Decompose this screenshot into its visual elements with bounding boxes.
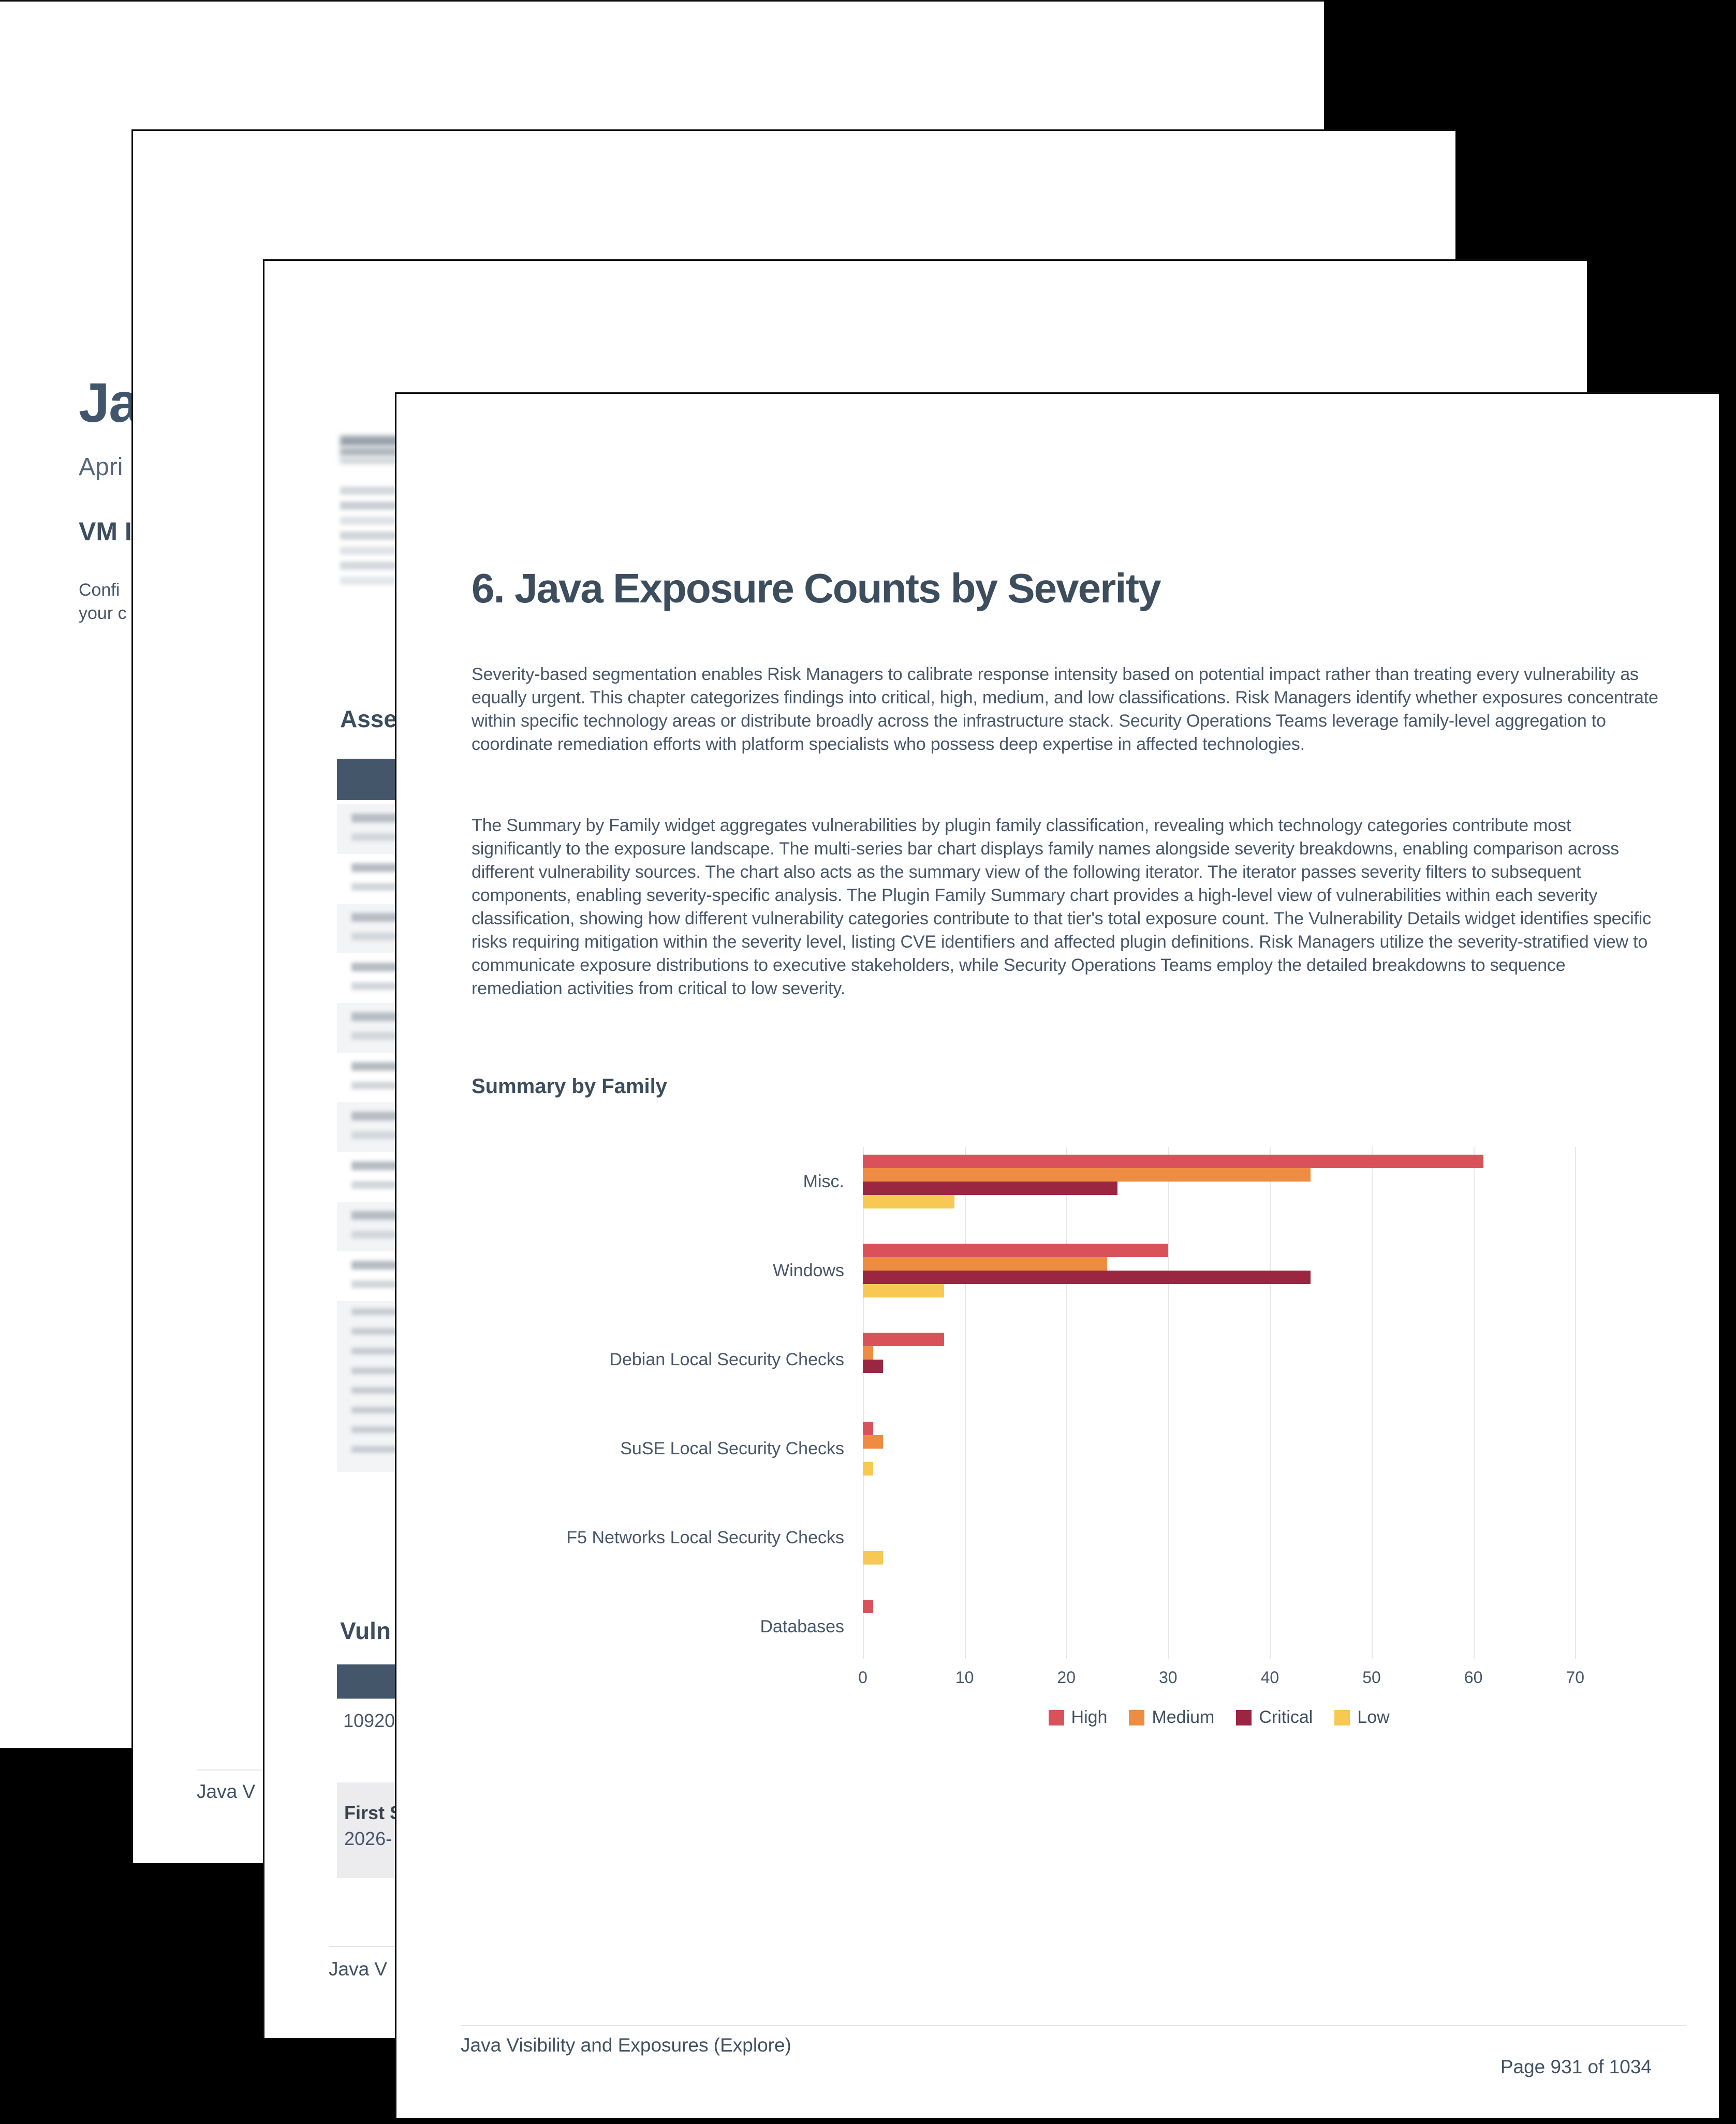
blurred-logo [340,436,400,464]
chapter-heading: 6. Java Exposure Counts by Severity [472,565,1161,611]
legend-label: Low [1357,1707,1390,1727]
x-axis-tick-label: 10 [955,1668,974,1687]
legend-item-critical: Critical [1236,1707,1313,1728]
page3-footer-fragment: Java V [329,1958,388,1980]
bar-medium [863,1435,884,1449]
category-label: Databases [760,1616,844,1636]
assets-section-heading-fragment: Asse [340,705,397,732]
vulnerabilities-section-heading-fragment: Vuln [340,1617,391,1644]
blurred-logo-line [340,447,400,456]
x-axis-tick-label: 70 [1566,1668,1584,1687]
bar-low [863,1551,884,1565]
legend-item-high: High [1048,1707,1108,1728]
bar-medium [863,1257,1107,1271]
summary-by-family-chart: Misc. Windows Debian Local Security Checks… [396,394,1720,2119]
chart-gridline [1270,1147,1271,1659]
bar-high [863,1155,1484,1168]
chart-gridline [1473,1147,1475,1659]
first-seen-label-fragment: First S [344,1802,403,1823]
legend-item-low: Low [1334,1707,1390,1728]
cover-body-line-1-fragment: Confi [79,580,120,600]
x-axis-tick-label: 40 [1260,1668,1279,1687]
bar-low [863,1195,954,1208]
category-label: Debian Local Security Checks [609,1349,844,1369]
first-seen-date-fragment: 2026- [344,1828,392,1849]
chapter-paragraph-2: The Summary by Family widget aggregates … [472,816,1651,998]
x-axis-tick-label: 50 [1362,1668,1381,1687]
bar-critical [863,1182,1117,1195]
legend-swatch-low [1334,1709,1350,1725]
legend-swatch-medium [1129,1709,1145,1725]
chart-legend: High Medium Critical Low [863,1707,1575,1728]
category-label: Misc. [803,1171,844,1191]
category-label: Windows [773,1260,844,1280]
category-label: SuSE Local Security Checks [620,1438,844,1458]
bar-low [863,1284,945,1297]
bar-critical [863,1360,884,1373]
cover-section-heading-fragment: VM I [79,517,132,546]
chart-gridline [863,1147,864,1659]
plugin-id-cell-fragment: 10920 [343,1710,395,1731]
legend-swatch-critical [1236,1709,1252,1725]
bar-high [863,1600,873,1613]
chart-gridline [964,1147,966,1659]
chart-gridline [1372,1147,1373,1659]
x-axis-tick-label: 30 [1159,1668,1178,1687]
x-axis-tick-label: 0 [858,1668,867,1687]
page2-footer-fragment: Java V [197,1781,256,1802]
legend-swatch-high [1048,1709,1064,1725]
bar-high [863,1244,1168,1257]
chart-gridline [1066,1147,1068,1659]
legend-label: High [1071,1707,1108,1727]
bar-low [863,1462,873,1476]
bar-high [863,1422,873,1435]
chart-gridline [1168,1147,1169,1659]
report-title-fragment: Ja [79,371,140,434]
report-subtitle-fragment: Apri [79,453,123,481]
legend-label: Medium [1152,1707,1215,1727]
page-4-current: 6. Java Exposure Counts by Severity Seve… [395,392,1719,2118]
x-axis-tick-label: 60 [1464,1668,1483,1687]
bar-high [863,1333,945,1346]
x-axis-tick-label: 20 [1057,1668,1076,1687]
legend-item-medium: Medium [1129,1707,1214,1728]
bar-medium [863,1346,873,1360]
page4-footer-rule [461,2025,1686,2026]
category-label: F5 Networks Local Security Checks [566,1527,844,1547]
legend-label: Critical [1259,1707,1313,1727]
chart-section-heading: Summary by Family [472,1075,667,1098]
blurred-logo-line [340,436,400,446]
chart-gridline [1575,1147,1577,1659]
chapter-paragraph-1: Severity-based segmentation enables Risk… [472,665,1658,754]
footer-page-number: Page 931 of 1034 [1500,2056,1652,2077]
footer-report-title: Java Visibility and Exposures (Explore) [461,2034,791,2056]
cover-body-line-2-fragment: your c [79,603,127,623]
bar-medium [863,1168,1311,1182]
blurred-logo-line [340,458,400,464]
bar-critical [863,1271,1311,1284]
